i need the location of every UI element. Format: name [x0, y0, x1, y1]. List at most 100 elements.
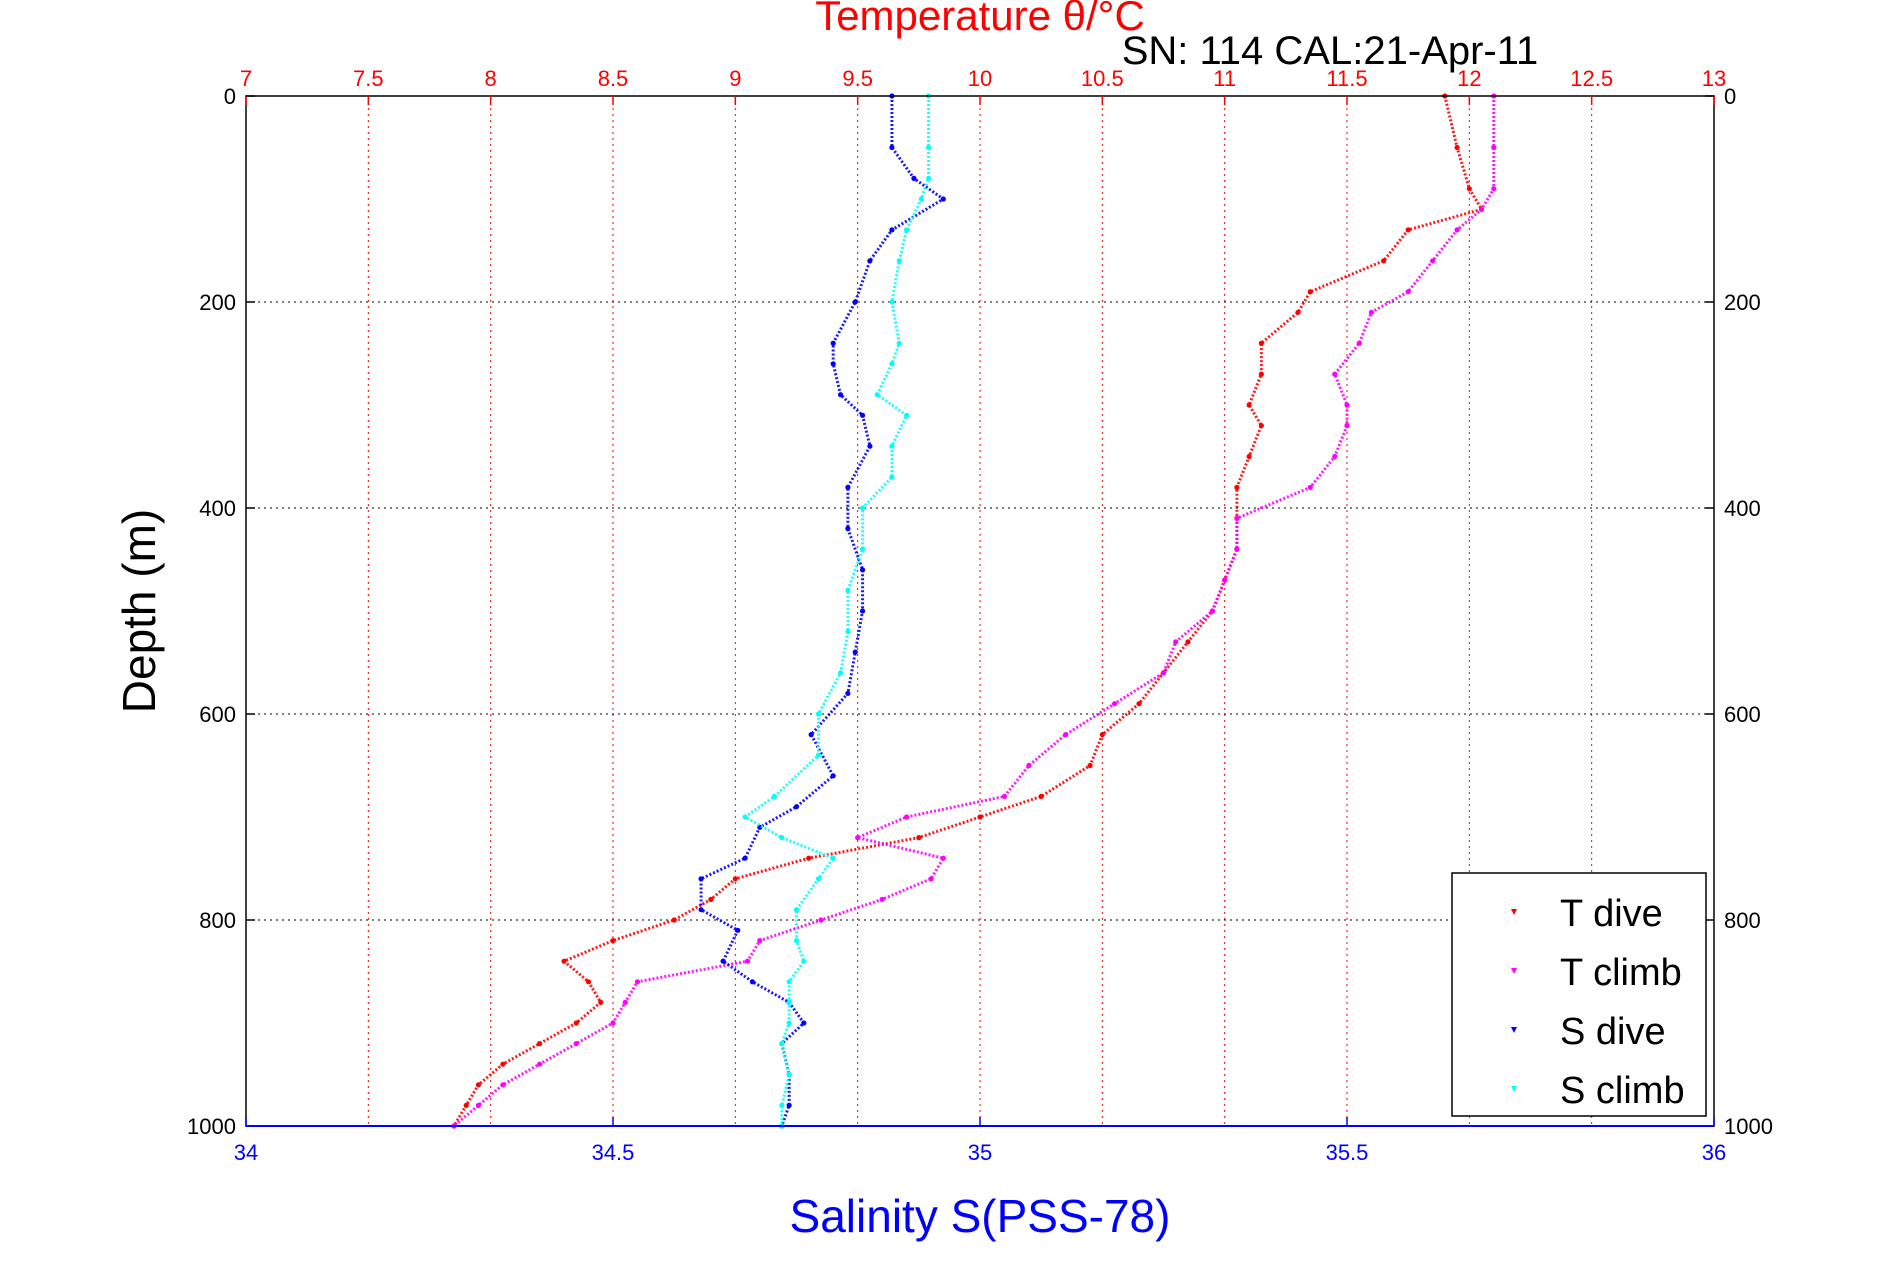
data-point-s-climb [889, 361, 895, 367]
series-trace-s-dive [699, 96, 945, 1127]
data-point-s-climb [874, 392, 880, 398]
temperature-tick-label: 11 [1213, 66, 1236, 91]
data-point-t-climb [1063, 732, 1069, 738]
data-point-t-climb [1234, 546, 1240, 552]
data-point-s-dive [852, 299, 858, 305]
depth-tick-label-right: 1000 [1724, 1114, 1773, 1139]
salinity-tick-label: 35 [968, 1140, 992, 1165]
salinity-tick-label: 34 [234, 1140, 258, 1165]
data-point-t-climb [1026, 762, 1032, 769]
data-point-t-dive [1405, 227, 1411, 233]
temperature-tick-label: 8 [485, 66, 497, 91]
data-point-t-climb [1160, 670, 1167, 676]
data-point-t-dive [585, 979, 592, 985]
data-point-t-climb [757, 938, 763, 944]
data-point-s-climb [793, 938, 800, 944]
data-point-s-climb [889, 474, 895, 480]
depth-tick-label-right: 200 [1724, 290, 1761, 315]
data-point-s-dive [801, 1020, 807, 1026]
data-point-t-climb [1368, 309, 1375, 315]
data-point-t-dive [1185, 639, 1191, 645]
legend-box [1451, 872, 1707, 1117]
temperature-tick-label: 12.5 [1570, 66, 1613, 91]
data-point-t-dive [573, 1020, 579, 1026]
data-point-s-dive [845, 484, 851, 490]
data-point-s-dive [852, 649, 858, 655]
series-trace-t-dive [452, 95, 1484, 1127]
data-point-s-dive [793, 804, 800, 810]
data-point-t-climb [1222, 577, 1228, 583]
data-point-s-dive [845, 690, 851, 697]
data-point-s-climb [926, 144, 932, 151]
data-point-s-dive [720, 958, 726, 964]
data-point-t-climb [1491, 186, 1497, 192]
data-point-s-dive [698, 907, 704, 913]
depth-tick-label: 200 [199, 290, 236, 315]
data-point-t-climb [1430, 258, 1436, 264]
salinity-axis-title: Salinity S(PSS-78) [790, 1190, 1171, 1242]
data-point-t-climb [940, 855, 946, 861]
data-point-t-dive [1087, 762, 1093, 769]
legend-marker-s-climb [1511, 1086, 1517, 1092]
data-point-s-climb [896, 258, 902, 264]
data-point-t-climb [1491, 144, 1497, 151]
data-point-t-climb [475, 1102, 482, 1108]
data-point-t-climb [1332, 453, 1338, 460]
depth-tick-label: 600 [199, 702, 236, 727]
data-point-s-dive [808, 732, 814, 738]
data-point-t-climb [1001, 793, 1008, 800]
salinity-tick-label: 34.5 [592, 1140, 635, 1165]
data-point-s-climb [845, 629, 851, 635]
data-point-t-dive [1258, 423, 1264, 429]
data-point-t-dive [1246, 402, 1252, 408]
data-point-t-climb [610, 1020, 616, 1026]
legend-marker-t-dive [1511, 909, 1517, 915]
data-point-s-climb [815, 876, 822, 882]
data-point-t-climb [1209, 608, 1216, 614]
data-point-t-climb [1344, 402, 1350, 408]
data-point-t-climb [744, 958, 751, 964]
data-point-t-dive [1307, 289, 1313, 295]
data-point-s-climb [801, 958, 807, 964]
data-point-t-dive [561, 958, 567, 964]
data-point-t-climb [500, 1082, 506, 1088]
temperature-tick-label: 9 [729, 66, 741, 91]
temperature-tick-label: 9.5 [842, 66, 873, 91]
data-point-s-dive [749, 979, 756, 985]
data-point-t-dive [916, 835, 922, 841]
data-point-t-climb [818, 917, 824, 923]
data-point-t-dive [598, 999, 604, 1006]
data-point-s-climb [793, 907, 800, 913]
depth-tick-label: 800 [199, 908, 236, 933]
series-t-climb [451, 93, 1497, 1129]
data-point-t-dive [475, 1082, 482, 1088]
data-point-t-climb [904, 814, 910, 820]
data-point-t-dive [1466, 186, 1472, 192]
data-point-s-dive [837, 392, 844, 398]
data-point-t-climb [537, 1061, 543, 1067]
depth-tick-label: 0 [224, 84, 236, 109]
data-point-s-climb [904, 227, 910, 233]
data-point-s-climb [845, 587, 851, 594]
temperature-tick-label: 7 [240, 66, 252, 91]
data-point-t-dive [1258, 340, 1264, 346]
series-trace-t-climb [453, 96, 1496, 1128]
data-point-t-climb [1307, 484, 1313, 490]
legend-label-t-climb: T climb [1560, 952, 1682, 994]
data-point-t-dive [1295, 309, 1301, 315]
data-point-t-dive [977, 814, 983, 820]
data-point-s-climb [918, 196, 924, 202]
data-point-t-dive [1258, 371, 1264, 377]
legend-label-s-dive: S dive [1560, 1011, 1666, 1053]
depth-axis-title: Depth (m) [113, 509, 165, 713]
temperature-tick-label: 13 [1702, 66, 1726, 91]
data-point-s-dive [867, 258, 873, 264]
data-point-t-climb [1405, 289, 1411, 295]
temperature-tick-label: 8.5 [598, 66, 629, 91]
data-point-s-climb [896, 340, 902, 346]
data-point-s-climb [742, 814, 748, 820]
data-point-s-dive [742, 855, 748, 861]
data-point-t-dive [500, 1061, 506, 1067]
data-point-t-dive [806, 855, 812, 861]
data-point-s-dive [911, 175, 917, 181]
